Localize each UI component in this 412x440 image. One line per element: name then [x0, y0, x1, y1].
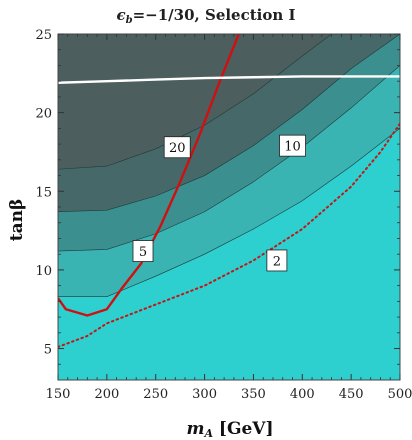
series-line-0 [58, 122, 400, 348]
contour-line-5-10 [58, 65, 400, 252]
x-tick-label: 150 [46, 387, 71, 402]
x-tick-label: 500 [388, 387, 412, 402]
annotation-box [266, 249, 288, 272]
contour-line-2-5 [58, 128, 400, 297]
annotation-box [163, 136, 191, 159]
y-tick-label: 15 [35, 185, 52, 200]
x-label-sub: A [203, 427, 213, 440]
title-rest: =−1/30, Selection I [133, 6, 296, 24]
y-tick-label: 20 [35, 107, 52, 122]
x-tick-label: 400 [290, 387, 315, 402]
annotation-box [132, 240, 154, 262]
x-tick-label: 350 [241, 387, 266, 402]
series-line-1 [58, 34, 240, 317]
annotation-label: 2 [273, 254, 281, 269]
y-tick-label: 25 [35, 28, 52, 43]
annotation-label: 5 [139, 245, 147, 260]
x-tick-label: 200 [94, 387, 119, 402]
plot-area: 20 10 5 2 [57, 33, 401, 381]
x-label-unit: [GeV] [213, 419, 274, 439]
title-sub: b [126, 15, 133, 26]
annotation-box [279, 134, 306, 157]
title-epsilon: ϵ [116, 6, 125, 24]
x-tick-label: 250 [143, 387, 168, 402]
chart-title: ϵb=−1/30, Selection I [116, 6, 295, 26]
y-tick-label: 10 [35, 264, 52, 279]
annotation-label: 20 [169, 141, 186, 156]
y-tick-label: 5 [44, 343, 52, 358]
series-line-2 [58, 75, 400, 84]
annotation-label: 10 [284, 140, 301, 155]
x-tick-label: 450 [339, 387, 364, 402]
x-tick-label: 300 [192, 387, 217, 402]
x-axis-label: mA [GeV] [186, 419, 273, 440]
x-axis: 150 200 250 300 350 400 450 500 [46, 34, 412, 402]
x-label-main: m [186, 419, 204, 439]
contour-line-20+ [58, 34, 332, 170]
y-axis-label: tanβ [7, 199, 27, 242]
band-2-5 [58, 128, 400, 380]
